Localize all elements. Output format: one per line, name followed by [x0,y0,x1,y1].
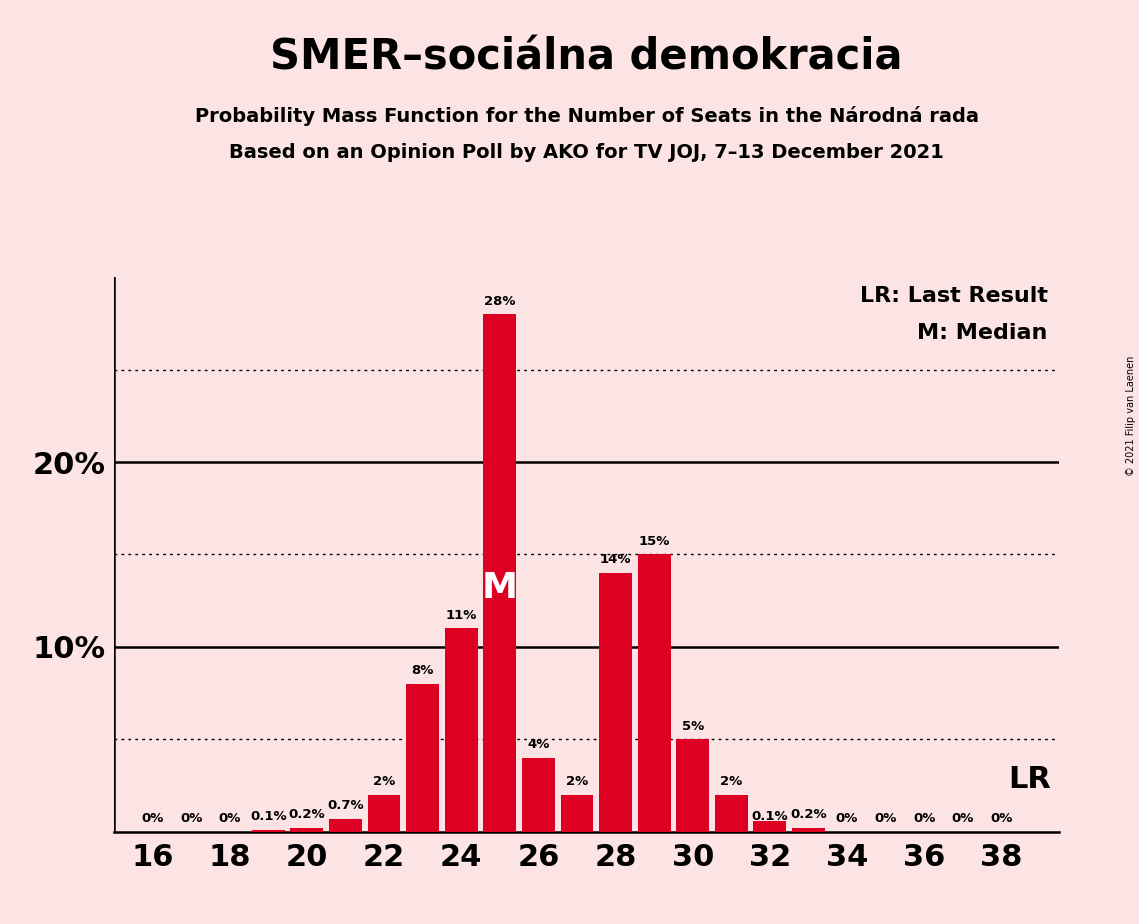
Text: 0%: 0% [990,812,1013,825]
Text: 2%: 2% [566,775,588,788]
Bar [560,795,593,832]
Text: 0.2%: 0.2% [790,808,827,821]
Text: LR: LR [1009,765,1051,795]
Text: 5%: 5% [681,720,704,733]
Bar [715,795,747,832]
Bar [754,821,786,832]
Text: M: Median: M: Median [917,323,1048,344]
Text: 14%: 14% [600,553,631,566]
Text: 28%: 28% [484,295,516,308]
Bar [329,819,362,832]
Text: 0.1%: 0.1% [752,810,788,823]
Text: 4%: 4% [527,738,549,751]
Text: LR: Last Result: LR: Last Result [860,286,1048,307]
Bar [407,684,439,832]
Text: SMER–sociálna demokracia: SMER–sociálna demokracia [270,37,903,79]
Text: 0.2%: 0.2% [288,808,325,821]
Bar [677,739,710,832]
Bar [483,314,516,832]
Text: 0.7%: 0.7% [327,799,363,812]
Text: Based on an Opinion Poll by AKO for TV JOJ, 7–13 December 2021: Based on an Opinion Poll by AKO for TV J… [229,143,944,163]
Bar [638,554,671,832]
Text: 0%: 0% [951,812,974,825]
Text: 0.1%: 0.1% [249,810,287,823]
Text: 0%: 0% [836,812,858,825]
Bar [792,828,825,832]
Text: 8%: 8% [411,664,434,677]
Text: 15%: 15% [639,535,670,548]
Bar [754,830,786,832]
Text: Probability Mass Function for the Number of Seats in the Národná rada: Probability Mass Function for the Number… [195,106,978,127]
Bar [444,628,477,832]
Text: 0%: 0% [913,812,935,825]
Text: M: M [482,571,518,605]
Text: 0%: 0% [875,812,896,825]
Bar [522,758,555,832]
Bar [290,828,323,832]
Text: 0%: 0% [141,812,164,825]
Text: 11%: 11% [445,609,477,622]
Text: 0%: 0% [180,812,203,825]
Bar [252,830,285,832]
Text: 2%: 2% [720,775,743,788]
Bar [599,573,632,832]
Bar [368,795,401,832]
Text: © 2021 Filip van Laenen: © 2021 Filip van Laenen [1126,356,1136,476]
Text: 2%: 2% [372,775,395,788]
Text: 0%: 0% [219,812,240,825]
